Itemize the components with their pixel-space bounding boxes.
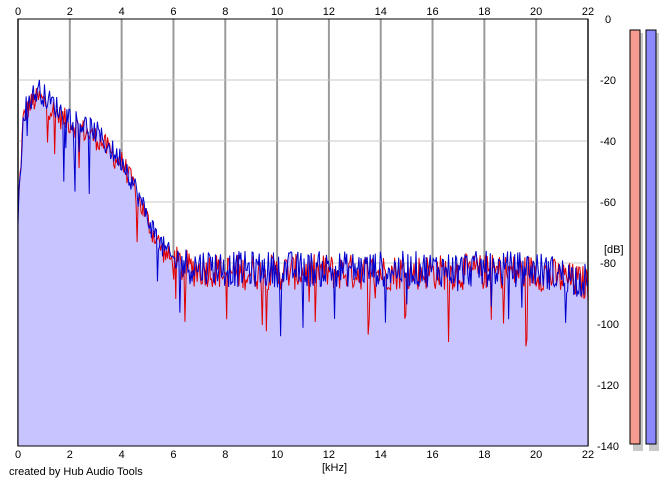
x-tick-label-top: 22: [582, 6, 594, 18]
x-tick-label-top: 0: [15, 6, 21, 18]
y-tick-label: -120: [597, 380, 619, 392]
x-tick-label-top: 2: [67, 6, 73, 18]
credit-text: created by Hub Audio Tools: [9, 466, 143, 478]
level-meter-bar: [629, 29, 641, 445]
y-tick-label: 0: [605, 14, 611, 26]
x-tick-label-top: 6: [170, 6, 176, 18]
y-tick-label: -60: [600, 197, 616, 209]
x-tick-label-bottom: 12: [323, 449, 335, 461]
x-axis-label: [kHz]: [322, 462, 347, 474]
x-tick-label-bottom: 6: [170, 449, 176, 461]
y-tick-label: -40: [600, 136, 616, 148]
x-tick-label-top: 12: [323, 6, 335, 18]
x-tick-label-bottom: 8: [222, 449, 228, 461]
y-tick-label: -100: [597, 319, 619, 331]
x-tick-label-top: 10: [271, 6, 283, 18]
level-meters: [629, 29, 659, 451]
x-tick-label-bottom: 2: [67, 449, 73, 461]
y-tick-label: -80: [600, 258, 616, 270]
x-tick-label-bottom: 10: [271, 449, 283, 461]
y-tick-label: -20: [600, 75, 616, 87]
x-tick-label-bottom: 20: [530, 449, 542, 461]
spectrum-fill: [18, 79, 588, 446]
y-axis-tick-labels: 0 -20 -40 -60 -80 -100 -120 -140: [597, 14, 619, 453]
x-tick-label-bottom: 0: [15, 449, 21, 461]
x-tick-label-top: 8: [222, 6, 228, 18]
spectrum-fill-area: [18, 79, 588, 446]
x-tick-label-top: 4: [119, 6, 125, 18]
x-tick-label-bottom: 18: [478, 449, 490, 461]
x-tick-label-bottom: 14: [375, 449, 387, 461]
x-tick-label-top: 16: [426, 6, 438, 18]
x-tick-label-top: 20: [530, 6, 542, 18]
plot-border: [17, 18, 589, 447]
series-lines: [17, 79, 589, 347]
level-meter-bar: [645, 29, 657, 445]
x-tick-label-bottom: 22: [582, 449, 594, 461]
x-tick-label-bottom: 16: [426, 449, 438, 461]
x-tick-label-top: 14: [375, 6, 387, 18]
x-tick-label-top: 18: [478, 6, 490, 18]
x-tick-label-bottom: 4: [119, 449, 125, 461]
y-tick-label: -140: [597, 441, 619, 453]
y-axis-label: [dB]: [604, 244, 624, 256]
series-line-2: [17, 79, 589, 337]
plot-frame: [17, 18, 589, 447]
